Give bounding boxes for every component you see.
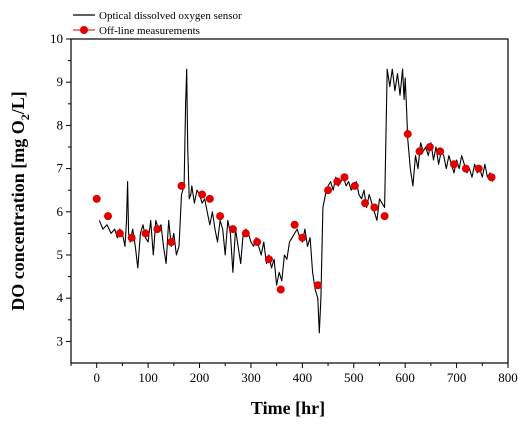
- y-axis-title-end: /L]: [8, 91, 28, 115]
- y-axis-title: DO concentration [mg O2/L]: [8, 91, 32, 310]
- y-tick-label: 7: [57, 161, 64, 176]
- x-tick-label: 100: [138, 370, 158, 385]
- offline-measurement-point: [474, 164, 483, 173]
- offline-measurement-point: [115, 229, 124, 238]
- x-tick-label: 400: [293, 370, 313, 385]
- offline-measurement-point: [461, 164, 470, 173]
- x-tick-label: 500: [344, 370, 364, 385]
- offline-measurement-point: [425, 143, 434, 151]
- legend-scatter-marker: [80, 26, 88, 34]
- x-tick-label: 600: [395, 370, 415, 385]
- offline-measurement-point: [403, 130, 412, 139]
- offline-measurement-point: [167, 238, 176, 247]
- x-tick-label: 700: [447, 370, 467, 385]
- offline-measurement-point: [487, 173, 496, 182]
- offline-measurement-point: [436, 147, 445, 156]
- offline-measurement-point: [313, 281, 322, 290]
- offline-measurement-point: [324, 186, 333, 195]
- offline-measurement-point: [104, 212, 113, 221]
- legend-label-sensor: Optical dissolved oxygen sensor: [99, 10, 242, 22]
- x-tick-label: 200: [190, 370, 210, 385]
- offline-measurement-point: [127, 233, 136, 242]
- y-axis-title-main: DO concentration [mg O: [8, 120, 28, 310]
- y-tick-label: 6: [57, 204, 64, 219]
- axis-ticks: 0 100 200 300 400 500 600 700 800 3 4 5 6 7 8 9 10: [50, 31, 518, 385]
- offline-measurement-point: [415, 147, 424, 156]
- y-tick-label: 5: [57, 247, 64, 262]
- y-tick-label: 9: [57, 74, 64, 89]
- offline-measurement-point: [216, 212, 225, 221]
- sensor-series-line: [98, 68, 494, 334]
- legend-label-offline: Off-line measurements: [99, 25, 200, 37]
- offline-measurement-point: [298, 233, 307, 242]
- offline-measurement-point: [350, 181, 359, 190]
- offline-measurement-point: [276, 285, 285, 294]
- offline-measurement-point: [333, 177, 342, 186]
- y-tick-label: 3: [57, 333, 64, 348]
- y-tick-label: 4: [57, 290, 64, 305]
- x-axis-title: Time [hr]: [251, 398, 325, 418]
- offline-measurement-point: [141, 229, 150, 238]
- x-tick-label: 800: [498, 370, 518, 385]
- offline-measurement-point: [340, 173, 349, 182]
- offline-measurement-point: [205, 194, 214, 203]
- offline-measurement-point: [177, 181, 186, 190]
- offline-measurement-point: [198, 190, 207, 199]
- offline-measurement-point: [290, 220, 299, 229]
- data-layer: [92, 68, 496, 334]
- y-axis-title-subscript: 2: [18, 114, 32, 120]
- offline-measurement-point: [264, 255, 273, 264]
- offline-measurement-point: [92, 194, 101, 203]
- offline-measurement-point: [361, 199, 370, 208]
- y-tick-label: 8: [57, 117, 64, 132]
- offline-measurement-point: [253, 238, 262, 247]
- plot-frame: [70, 38, 509, 364]
- offline-measurement-point: [370, 203, 379, 212]
- offline-measurement-point: [380, 212, 389, 221]
- offline-measurement-point: [450, 160, 459, 169]
- x-tick-label: 0: [93, 370, 100, 385]
- x-tick-label: 300: [241, 370, 261, 385]
- offline-measurement-point: [228, 225, 237, 234]
- offline-measurement-point: [153, 225, 162, 234]
- offline-measurement-point: [241, 229, 250, 238]
- y-tick-label: 10: [50, 31, 63, 46]
- legend: Optical dissolved oxygen sensor Off-line…: [73, 10, 242, 37]
